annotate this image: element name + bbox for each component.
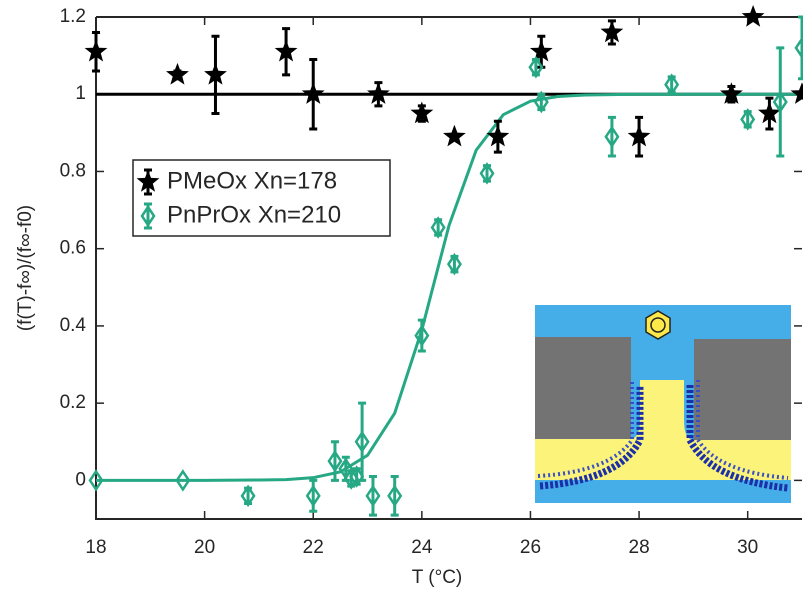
diamond-marker <box>479 162 495 185</box>
x-tick-label: 22 <box>303 537 324 558</box>
diamond-marker <box>305 484 321 508</box>
star-marker <box>84 39 108 62</box>
diamond-marker <box>533 90 549 114</box>
error-bar <box>607 115 616 158</box>
diamond-marker <box>414 324 430 347</box>
diamond-marker <box>240 484 256 508</box>
diamond-marker <box>365 484 381 508</box>
star-marker <box>741 5 765 27</box>
star-marker <box>367 82 390 104</box>
legend-marker <box>140 204 156 228</box>
diamond-marker <box>740 108 756 131</box>
star-marker <box>486 124 510 147</box>
diamond-marker <box>430 216 446 239</box>
star-marker <box>274 39 298 62</box>
x-tick-label: 24 <box>411 537 433 558</box>
star-marker <box>790 82 803 104</box>
y-tick-label: 0.4 <box>60 315 87 336</box>
star-marker <box>443 124 466 147</box>
diamond-marker <box>772 90 788 114</box>
diamond-marker <box>528 55 544 79</box>
inset-diagram <box>535 305 791 503</box>
star-marker <box>410 101 434 124</box>
x-tick-label: 30 <box>737 537 758 558</box>
legend-label: PnPrOx Xn=210 <box>167 201 341 228</box>
y-tick-label: 1.2 <box>60 6 86 27</box>
error-bar <box>358 401 367 482</box>
error-bar <box>368 475 377 517</box>
star-marker <box>720 82 743 104</box>
diamond-marker <box>354 430 370 454</box>
star-marker <box>204 62 227 85</box>
star-marker <box>758 101 781 124</box>
error-bar <box>330 440 339 482</box>
y-tick-label: 0.6 <box>60 238 86 259</box>
y-tick-label: 0 <box>75 469 86 490</box>
star-marker <box>627 124 651 147</box>
diamond-marker <box>794 36 803 60</box>
y-axis-label: (f(T)-f∞)/(f∞-f0) <box>15 205 36 331</box>
diamond-marker <box>327 449 343 473</box>
error-bar <box>390 475 399 517</box>
star-marker <box>301 82 325 104</box>
x-tick-label: 28 <box>629 537 650 558</box>
star-marker <box>166 62 189 85</box>
y-tick-label: 0.2 <box>60 392 86 413</box>
diamond-marker <box>446 252 462 276</box>
x-axis-label: T (°C) <box>412 567 463 588</box>
x-tick-label: 26 <box>520 537 541 558</box>
diamond-marker <box>175 469 191 492</box>
diamond-marker <box>88 469 104 492</box>
error-bar <box>776 46 785 158</box>
legend-marker <box>136 170 160 192</box>
error-bar <box>798 15 803 81</box>
x-tick-label: 18 <box>85 537 106 558</box>
y-tick-label: 0.8 <box>60 160 86 181</box>
star-marker <box>529 39 553 62</box>
diamond-marker <box>664 73 680 96</box>
y-tick-label: 1 <box>75 83 86 104</box>
diamond-marker <box>387 484 403 508</box>
star-marker <box>600 20 624 43</box>
x-tick-label: 20 <box>194 537 215 558</box>
legend-label: PMeOx Xn=178 <box>167 167 337 194</box>
legend-box <box>132 159 391 237</box>
diamond-marker <box>604 125 620 148</box>
